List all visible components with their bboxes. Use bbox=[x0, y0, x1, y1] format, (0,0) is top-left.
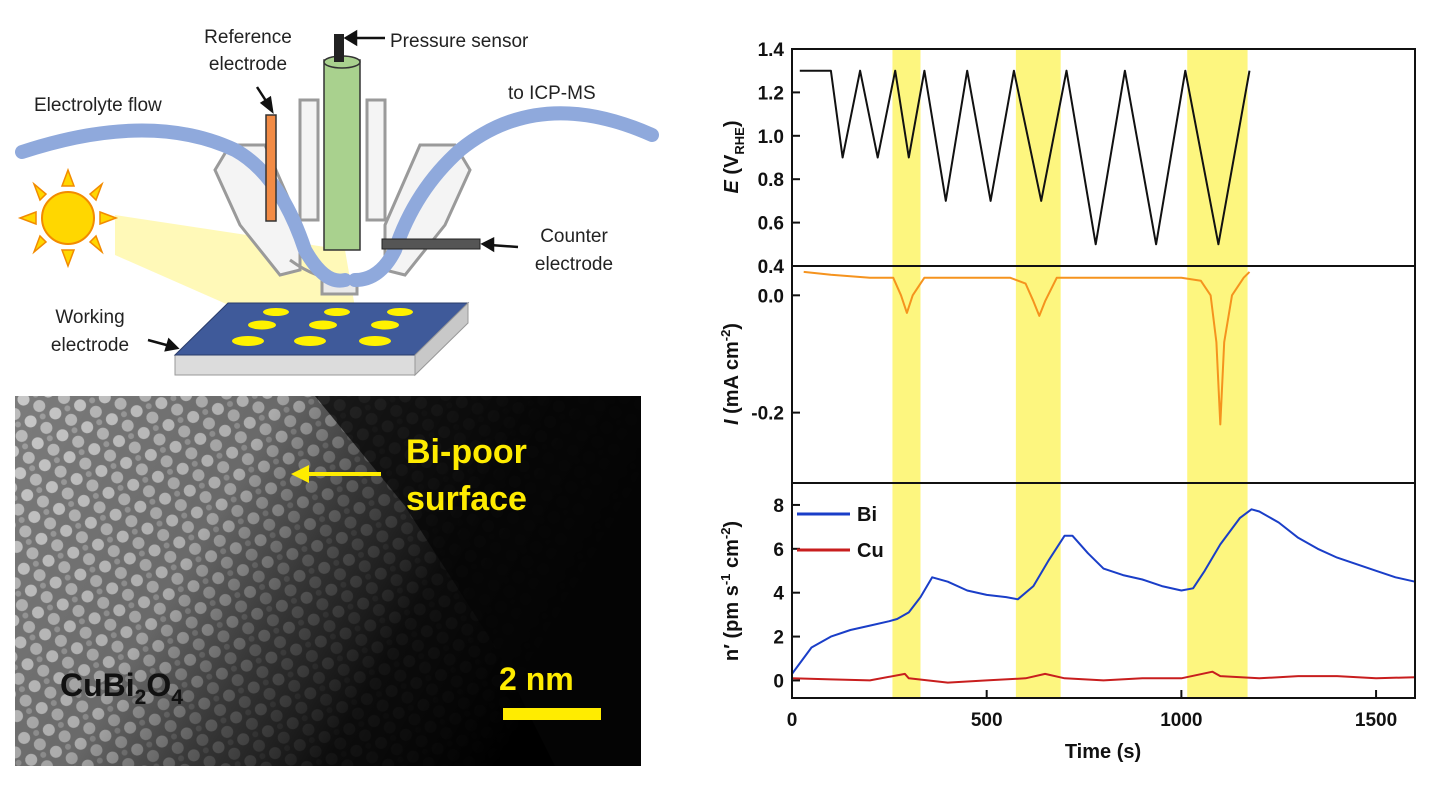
current-ytick-label: -0.2 bbox=[751, 404, 784, 425]
highlight-band-1 bbox=[892, 49, 921, 698]
surface-label: surface bbox=[406, 480, 527, 518]
reference-electrode-label: Reference bbox=[204, 27, 292, 48]
potential-ytick-label: 0.4 bbox=[758, 257, 785, 278]
reference-electrode-label-2: electrode bbox=[209, 54, 287, 75]
sun-icon bbox=[17, 167, 119, 269]
counter-electrode-label-2: electrode bbox=[535, 254, 613, 275]
legend-cu-label: Cu bbox=[857, 540, 884, 562]
xtick-label: 1000 bbox=[1160, 710, 1202, 731]
working-electrode-label-2: electrode bbox=[51, 335, 129, 356]
scale-bar bbox=[503, 708, 601, 720]
working-electrode bbox=[173, 301, 470, 377]
dissolution-axis-title: n′ (pm s-1 cm-2) bbox=[718, 521, 743, 661]
potential-ytick-label: 0.8 bbox=[758, 170, 784, 191]
sfc-icpms-schematic: Reference electrode Pressure sensor Elec… bbox=[15, 27, 659, 377]
dissolution-ytick-label: 6 bbox=[773, 540, 784, 561]
bi-poor-label: Bi-poor bbox=[406, 433, 527, 471]
scale-bar-label: 2 nm bbox=[499, 661, 574, 697]
counter-electrode bbox=[381, 238, 481, 250]
dissolution-series-cu bbox=[791, 670, 1416, 684]
plot-frames bbox=[791, 48, 1416, 699]
pressure-sensor-body bbox=[323, 59, 361, 251]
material-label: CuBi2O4 bbox=[60, 667, 183, 709]
reference-electrode bbox=[265, 114, 277, 222]
pressure-sensor-label: Pressure sensor bbox=[390, 31, 529, 52]
surface-arrow bbox=[291, 465, 381, 483]
current-ytick-label: 0.0 bbox=[758, 286, 784, 307]
dissolution-ytick-label: 8 bbox=[773, 496, 784, 517]
working-electrode-label: Working bbox=[55, 307, 124, 328]
stem-micrograph: Bi-poor surface CuBi2O4 2 nm bbox=[15, 396, 641, 766]
inlet-tubing bbox=[15, 123, 352, 288]
potential-axis-title: E (VRHE) bbox=[721, 120, 747, 193]
highlight-band-2 bbox=[1015, 49, 1061, 698]
counter-electrode-label: Counter bbox=[540, 226, 608, 247]
xtick-label: 500 bbox=[971, 710, 1003, 731]
time-axis-title: Time (s) bbox=[1065, 741, 1141, 763]
plot-series bbox=[791, 69, 1416, 684]
xtick-label: 0 bbox=[787, 710, 798, 731]
potential-series-1 bbox=[799, 69, 1251, 246]
dissolution-ytick-label: 0 bbox=[773, 671, 784, 692]
potential-ytick-label: 1.0 bbox=[758, 127, 784, 148]
potential-ytick-label: 1.4 bbox=[758, 40, 785, 61]
xtick-label: 1500 bbox=[1355, 710, 1397, 731]
dissolution-series-bi bbox=[791, 508, 1416, 675]
outlet-tubing bbox=[348, 106, 659, 287]
electrochemistry-plots: 0.4 0.6 0.8 1.0 1.2 1.4 -0.2 0.0 0 2 4 6 8 0 500 1000 15… bbox=[718, 40, 1416, 763]
to-icpms-label: to ICP-MS bbox=[508, 83, 596, 104]
current-series-1 bbox=[803, 270, 1251, 426]
dissolution-ytick-label: 2 bbox=[773, 628, 784, 649]
potential-ytick-label: 0.6 bbox=[758, 214, 784, 235]
current-axis-title: I (mA cm-2) bbox=[718, 323, 743, 425]
axis-ticks: 0.4 0.6 0.8 1.0 1.2 1.4 -0.2 0.0 0 2 4 6 8 0 500 1000 15… bbox=[751, 40, 1397, 731]
electrolyte-flow-label: Electrolyte flow bbox=[34, 95, 162, 116]
dissolution-ytick-label: 4 bbox=[773, 584, 784, 605]
legend-bi-label: Bi bbox=[857, 504, 877, 526]
label-arrows bbox=[147, 29, 519, 352]
potential-ytick-label: 1.2 bbox=[758, 83, 784, 104]
highlight-bands bbox=[892, 49, 1248, 698]
legend: Bi Cu bbox=[797, 504, 884, 562]
pressure-sensor-cable bbox=[334, 34, 344, 62]
